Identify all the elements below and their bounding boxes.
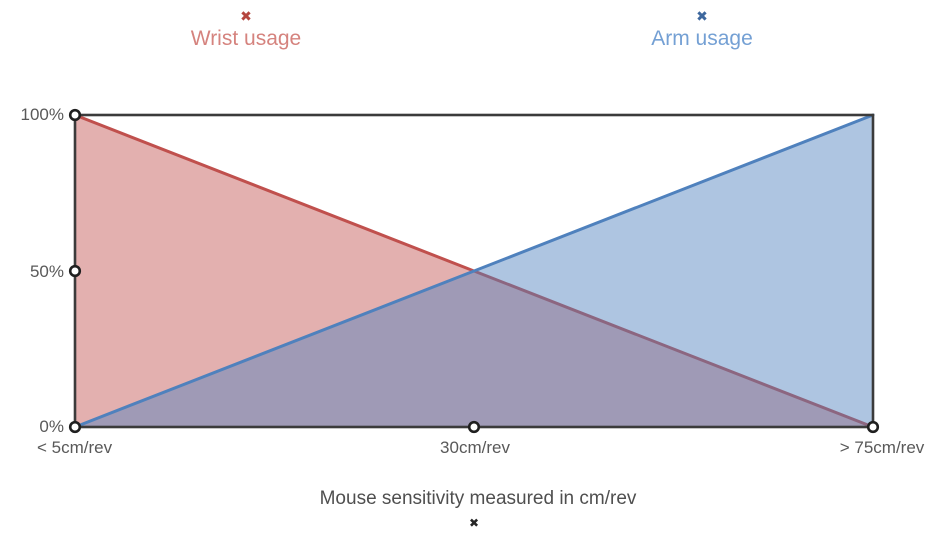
legend-item-wrist-usage[interactable]: ✖ Wrist usage xyxy=(191,8,302,52)
x-tick-low-sensitivity: < 5cm/rev xyxy=(37,438,113,457)
x-tick-mid-sensitivity: 30cm/rev xyxy=(440,438,510,457)
y-tick-0: 0% xyxy=(39,417,64,436)
y-tick-50: 50% xyxy=(29,262,64,281)
legend-label-wrist-usage: Wrist usage xyxy=(190,27,302,50)
axis-title-x-marker-icon: ✖ xyxy=(468,516,480,530)
wrist-x-marker-icon: ✖ xyxy=(240,9,252,25)
y-tick-100: 100% xyxy=(20,105,64,124)
x-axis-title: Mouse sensitivity measured in cm/rev xyxy=(319,488,637,509)
x-tick-high-sensitivity: > 75cm/rev xyxy=(839,438,925,457)
legend-item-arm-usage[interactable]: ✖ Arm usage xyxy=(651,8,753,52)
legend-label-arm-usage: Arm usage xyxy=(651,27,753,50)
arm-x-marker-icon: ✖ xyxy=(696,9,708,25)
